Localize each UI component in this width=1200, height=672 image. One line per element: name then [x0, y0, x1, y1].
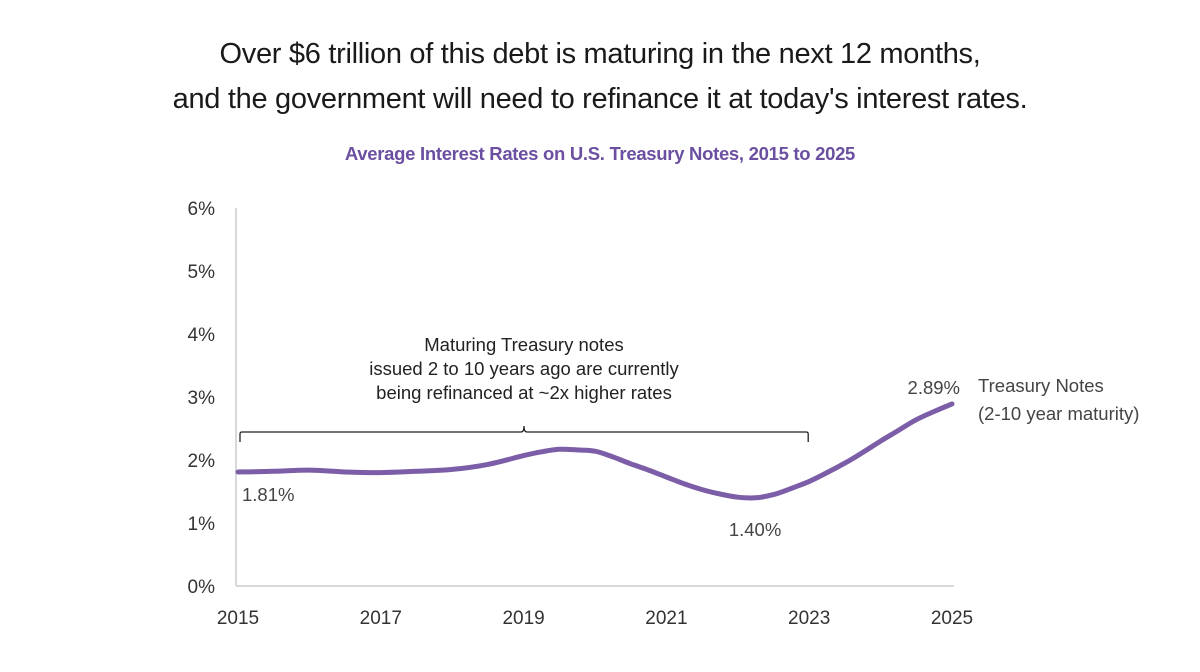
y-tick-label: 2% — [188, 451, 216, 472]
x-tick-label: 2015 — [217, 608, 259, 629]
annotation: Maturing Treasury notes issued 2 to 10 ye… — [239, 334, 809, 442]
y-axis-ticks: 0% 1% 2% 3% 4% 5% 6% — [188, 199, 216, 598]
y-tick-label: 0% — [188, 577, 216, 598]
axes — [235, 208, 954, 587]
y-tick-label: 4% — [188, 325, 216, 346]
legend: Treasury Notes (2-10 year maturity) — [978, 375, 1139, 424]
x-axis-ticks: 2015 2017 2019 2021 2023 2025 — [217, 608, 973, 629]
annotation-bracket — [239, 425, 809, 442]
chart-title: Average Interest Rates on U.S. Treasury … — [344, 143, 856, 164]
data-label: 1.40% — [729, 519, 781, 540]
headline-line-1: Over $6 trillion of this debt is maturin… — [219, 38, 981, 70]
x-tick-label: 2025 — [931, 608, 973, 629]
data-labels: 1.81% 1.40% 2.89% — [242, 377, 960, 540]
y-tick-label: 1% — [188, 514, 216, 535]
legend-label: (2-10 year maturity) — [978, 403, 1139, 424]
series-group — [235, 401, 955, 501]
x-tick-label: 2023 — [788, 608, 830, 629]
y-tick-label: 6% — [188, 199, 216, 220]
annotation-text-line: issued 2 to 10 years ago are currently — [369, 358, 679, 379]
headline-line-2: and the government will need to refinanc… — [172, 83, 1028, 115]
y-tick-label: 3% — [188, 388, 216, 409]
x-tick-label: 2017 — [360, 608, 402, 629]
x-tick-label: 2019 — [502, 608, 544, 629]
annotation-text-line: Maturing Treasury notes — [424, 334, 623, 355]
data-label: 1.81% — [242, 484, 294, 505]
y-tick-label: 5% — [188, 262, 216, 283]
x-tick-label: 2021 — [645, 608, 687, 629]
annotation-text-line: being refinanced at ~2x higher rates — [376, 382, 672, 403]
data-label: 2.89% — [908, 377, 960, 398]
series-line-treasury-notes — [235, 401, 955, 501]
legend-label: Treasury Notes — [978, 375, 1104, 396]
